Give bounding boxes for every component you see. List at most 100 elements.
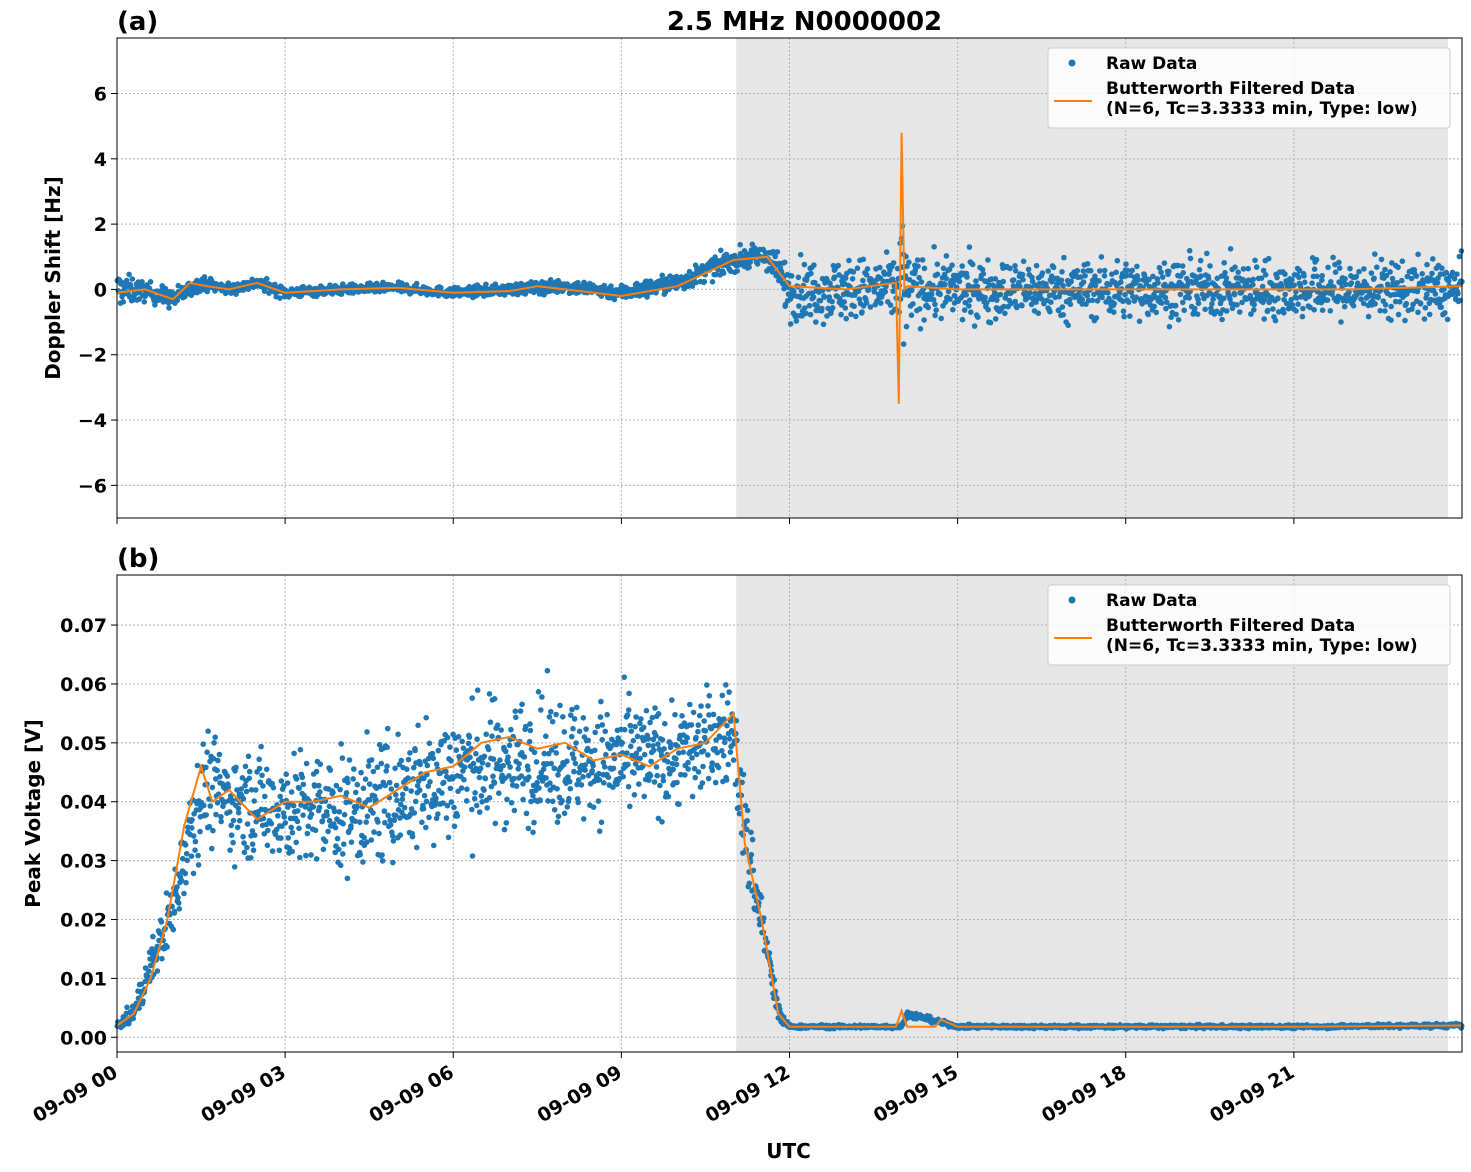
raw-data-point — [1168, 314, 1174, 321]
raw-data-point — [811, 279, 818, 286]
raw-data-point — [324, 812, 330, 819]
raw-data-point — [900, 341, 907, 347]
raw-data-point — [1153, 309, 1159, 316]
raw-data-point — [508, 800, 515, 806]
raw-data-point — [1424, 261, 1430, 268]
raw-data-point — [1234, 302, 1240, 308]
raw-data-point — [1074, 267, 1081, 274]
raw-data-point — [1058, 277, 1065, 284]
raw-data-point — [344, 875, 351, 882]
raw-data-point — [1192, 305, 1198, 312]
raw-data-point — [1414, 288, 1421, 295]
raw-data-point — [293, 776, 300, 782]
raw-data-point — [325, 828, 331, 835]
raw-data-point — [1035, 310, 1042, 317]
raw-data-point — [430, 755, 437, 762]
raw-data-point — [1175, 262, 1181, 269]
raw-data-point — [451, 823, 458, 830]
raw-data-point — [1125, 299, 1132, 305]
raw-data-point — [171, 908, 178, 915]
raw-data-point — [625, 707, 632, 713]
raw-data-point — [299, 774, 306, 781]
raw-data-point — [979, 266, 986, 273]
raw-data-point — [1019, 271, 1026, 278]
raw-data-point — [423, 798, 430, 805]
raw-data-point — [1120, 308, 1127, 315]
raw-data-point — [341, 811, 348, 818]
raw-data-point — [297, 746, 304, 753]
raw-data-point — [340, 820, 346, 827]
raw-data-point — [1275, 309, 1282, 315]
raw-data-point — [915, 263, 921, 270]
raw-data-point — [571, 768, 577, 775]
raw-data-point — [469, 806, 475, 813]
raw-data-point — [698, 703, 704, 709]
raw-data-point — [654, 772, 660, 779]
raw-data-point — [802, 305, 808, 311]
raw-data-point — [526, 774, 532, 780]
raw-data-point — [712, 779, 719, 786]
raw-data-point — [438, 284, 444, 291]
raw-data-point — [627, 803, 633, 810]
raw-data-point — [1166, 268, 1172, 275]
raw-data-point — [810, 294, 817, 300]
raw-data-point — [515, 766, 521, 772]
raw-data-point — [1135, 277, 1142, 283]
raw-data-point — [741, 248, 748, 254]
raw-data-point — [500, 762, 507, 769]
raw-data-point — [1089, 297, 1096, 304]
raw-data-point — [1389, 275, 1396, 282]
raw-data-point — [214, 767, 220, 774]
raw-data-point — [419, 819, 425, 826]
raw-data-point — [464, 786, 470, 792]
raw-data-point — [1101, 273, 1108, 279]
raw-data-point — [234, 824, 241, 831]
raw-data-point — [689, 283, 696, 290]
raw-data-point — [793, 318, 800, 324]
raw-data-point — [770, 248, 776, 255]
raw-data-point — [448, 799, 455, 805]
raw-data-point — [317, 789, 323, 795]
raw-data-point — [994, 297, 1000, 303]
raw-data-point — [917, 326, 924, 332]
raw-data-point — [1186, 247, 1193, 254]
raw-data-point — [336, 809, 343, 815]
raw-data-point — [216, 751, 223, 758]
raw-data-point — [1127, 272, 1134, 279]
raw-data-point — [276, 847, 283, 854]
raw-data-point — [695, 769, 702, 775]
raw-data-point — [1272, 317, 1279, 324]
raw-data-point — [611, 296, 618, 303]
raw-data-point — [154, 968, 161, 974]
raw-data-point — [455, 733, 462, 740]
raw-data-point — [1033, 262, 1040, 269]
raw-data-point — [1422, 305, 1429, 311]
raw-data-point — [1341, 303, 1348, 310]
raw-data-point — [1253, 264, 1260, 270]
raw-data-point — [511, 775, 517, 782]
raw-data-point — [337, 786, 343, 793]
raw-data-point — [661, 746, 667, 752]
raw-data-point — [522, 291, 529, 297]
raw-data-point — [1395, 264, 1401, 271]
raw-data-point — [852, 292, 858, 298]
raw-data-point — [758, 894, 765, 901]
raw-data-point — [574, 704, 580, 711]
raw-data-point — [297, 854, 303, 861]
raw-data-point — [296, 825, 302, 832]
raw-data-point — [1251, 301, 1257, 308]
raw-data-point — [1300, 305, 1306, 312]
raw-data-point — [370, 810, 376, 816]
raw-data-point — [772, 253, 778, 260]
raw-data-point — [913, 281, 920, 287]
raw-data-point — [925, 304, 931, 311]
raw-data-point — [244, 821, 251, 827]
raw-data-point — [1302, 279, 1308, 286]
raw-data-point — [917, 306, 923, 312]
raw-data-point — [383, 768, 390, 774]
raw-data-point — [585, 737, 591, 744]
raw-data-point — [513, 783, 520, 789]
raw-data-point — [525, 767, 531, 773]
raw-data-point — [421, 792, 428, 799]
